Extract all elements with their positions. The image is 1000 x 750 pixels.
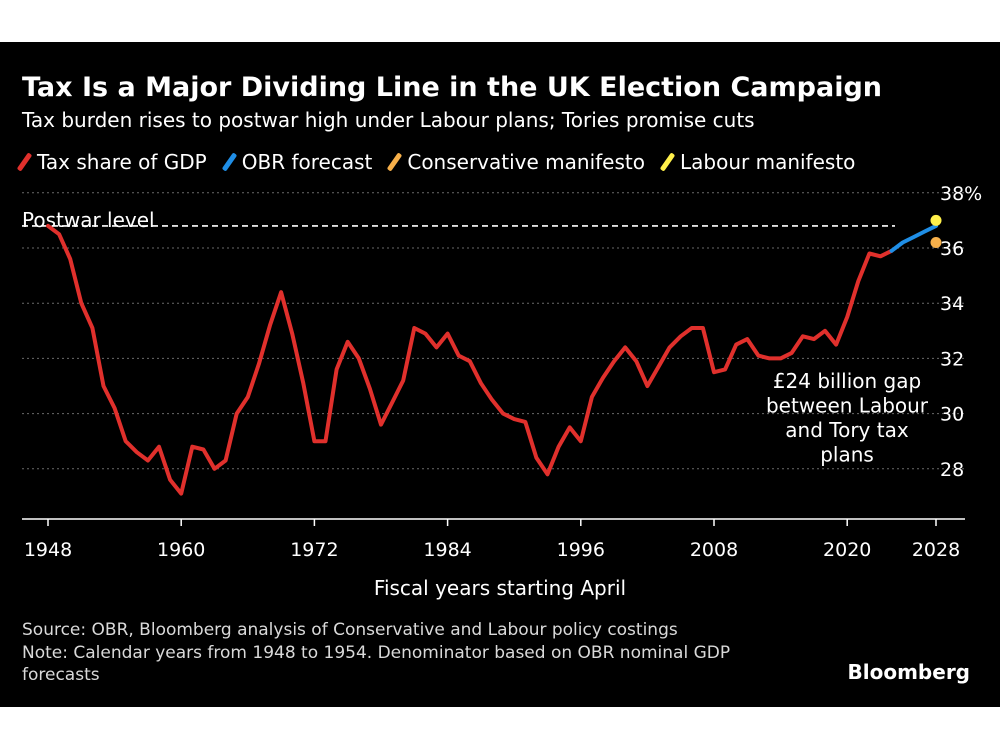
y-tick-label: 28	[940, 459, 964, 481]
legend-item-obr-forecast: OBR forecast	[221, 150, 373, 174]
obr-forecast-line	[889, 223, 938, 253]
footnote-line-1: Note: Calendar years from 1948 to 1954. …	[22, 643, 731, 663]
points-layer	[930, 214, 942, 248]
y-axis: 38% 36 34 32 30 28	[940, 183, 982, 481]
legend-label-obr-forecast: OBR forecast	[241, 150, 373, 174]
chart-panel: Tax Is a Major Dividing Line in the UK E…	[0, 42, 1000, 707]
annotation-line: plans	[820, 443, 874, 467]
chart-svg: Postwar level 1948 1960 1972 1984 1996 2008 20…	[22, 183, 982, 600]
y-tick-label: 34	[940, 293, 964, 315]
x-tick-label: 1984	[423, 539, 471, 561]
legend-label-tax-share: Tax share of GDP	[37, 150, 207, 174]
legend-label-labour: Labour manifesto	[680, 150, 856, 174]
source-note: Source: OBR, Bloomberg analysis of Conse…	[22, 620, 678, 640]
tax-share-line	[46, 223, 894, 496]
series-layer	[46, 223, 938, 496]
footnote-line-2: forecasts	[22, 665, 100, 685]
x-tick-label: 2020	[823, 539, 871, 561]
chart-title: Tax Is a Major Dividing Line in the UK E…	[22, 72, 882, 103]
legend-item-conservative: Conservative manifesto	[387, 150, 645, 174]
annotation-line: £24 billion gap	[773, 369, 921, 393]
x-axis-label: Fiscal years starting April	[374, 576, 626, 600]
legend-item-labour: Labour manifesto	[659, 150, 856, 174]
x-tick-label: 1972	[290, 539, 338, 561]
x-tick-label: 1996	[557, 539, 605, 561]
annotation-line: and Tory tax	[785, 418, 909, 442]
x-tick-label: 1960	[157, 539, 205, 561]
legend-item-tax-share: Tax share of GDP	[16, 150, 207, 174]
x-axis: 1948 1960 1972 1984 1996 2008 2020 2028	[22, 518, 965, 561]
x-tick-label: 2028	[912, 539, 960, 561]
reference-layer: Postwar level	[22, 208, 895, 232]
labour-manifesto-point	[930, 214, 942, 226]
bloomberg-logo: Bloomberg	[847, 660, 970, 684]
gap-annotation: £24 billion gap between Labour and Tory ta…	[766, 369, 929, 467]
y-tick-label: 38%	[940, 183, 982, 205]
postwar-level-label: Postwar level	[22, 208, 155, 232]
grid-layer	[22, 192, 965, 470]
y-tick-label: 32	[940, 348, 964, 370]
x-tick-label: 2008	[690, 539, 738, 561]
chart-subtitle: Tax burden rises to postwar high under L…	[22, 108, 755, 132]
chart-legend: Tax share of GDP OBR forecast Conservati…	[16, 150, 856, 174]
y-tick-label: 36	[940, 238, 964, 260]
x-tick-label: 1948	[24, 539, 72, 561]
annotation-line: between Labour	[766, 394, 929, 418]
y-tick-label: 30	[940, 404, 964, 426]
legend-label-conservative: Conservative manifesto	[407, 150, 645, 174]
conservative-manifesto-point	[930, 236, 942, 248]
